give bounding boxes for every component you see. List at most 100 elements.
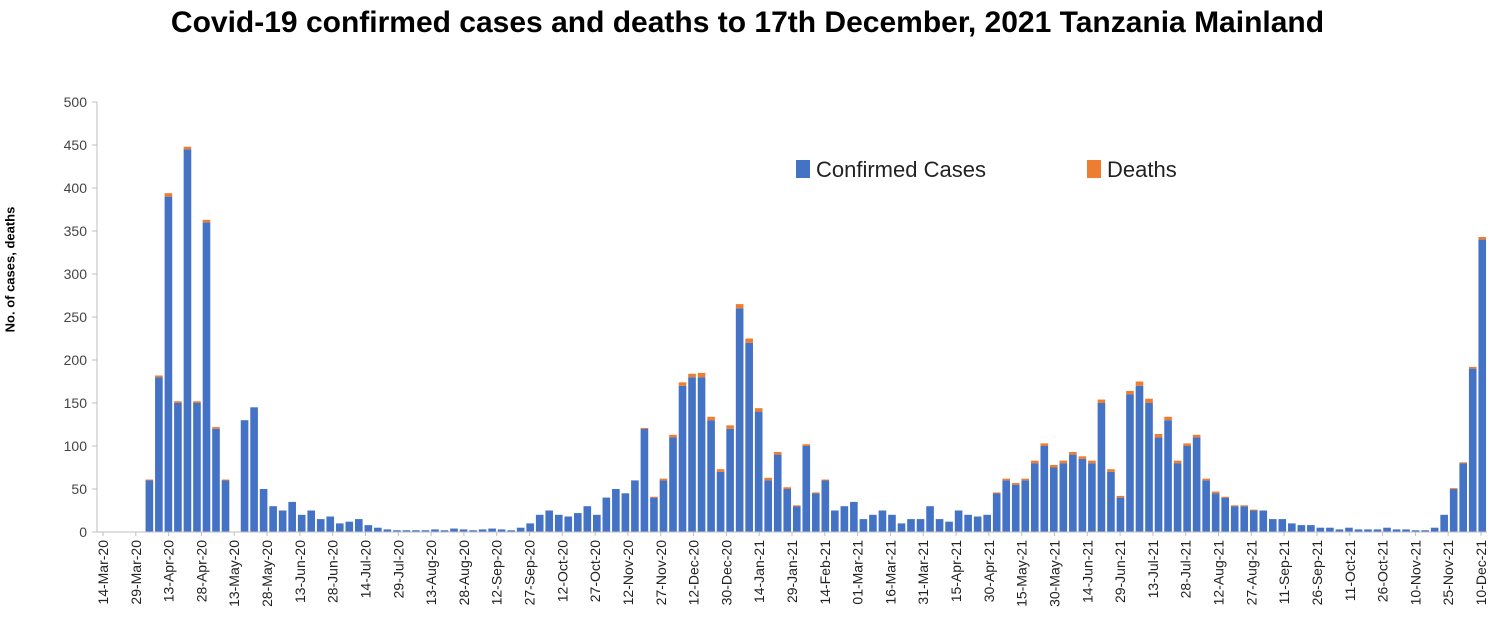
bar-confirmed-cases bbox=[573, 513, 582, 532]
bar-confirmed-cases bbox=[326, 516, 335, 532]
bar-confirmed-cases bbox=[1059, 463, 1068, 532]
x-tick-label: 27-Aug-21 bbox=[1243, 540, 1259, 606]
bar-deaths bbox=[650, 496, 658, 498]
bar-confirmed-cases bbox=[707, 420, 715, 532]
x-tick-label: 27-Nov-20 bbox=[653, 540, 669, 606]
y-axis-ticks: 0 50 100 150 200 250 300 350 400 450 500 bbox=[64, 94, 97, 540]
bar-confirmed-cases bbox=[831, 510, 839, 532]
y-tick-label: 150 bbox=[64, 395, 88, 411]
bar-confirmed-cases bbox=[678, 385, 687, 532]
bar-deaths bbox=[1183, 443, 1191, 446]
bar-confirmed-cases bbox=[764, 480, 773, 532]
bar-deaths bbox=[212, 427, 220, 429]
bar-confirmed-cases bbox=[1392, 529, 1401, 532]
bar-confirmed-cases bbox=[1316, 527, 1325, 532]
bar-confirmed-cases bbox=[259, 489, 268, 532]
bar-confirmed-cases bbox=[1192, 437, 1201, 532]
bar-confirmed-cases bbox=[1230, 506, 1239, 532]
bar-deaths bbox=[1030, 460, 1039, 464]
bar-confirmed-cases bbox=[935, 519, 944, 532]
x-tick-label: 28-Aug-20 bbox=[456, 540, 472, 606]
bar-confirmed-cases bbox=[926, 506, 934, 532]
axes bbox=[96, 102, 1487, 533]
bar-deaths bbox=[1221, 496, 1229, 498]
bar-confirmed-cases bbox=[307, 510, 316, 532]
bar-confirmed-cases bbox=[250, 407, 258, 532]
bar-confirmed-cases bbox=[297, 514, 306, 532]
bar-confirmed-cases bbox=[1221, 497, 1229, 532]
bar-confirmed-cases bbox=[183, 149, 192, 533]
bar-confirmed-cases bbox=[402, 530, 411, 532]
chart-title: Covid-19 confirmed cases and deaths to 1… bbox=[170, 6, 1325, 39]
bar-deaths bbox=[992, 492, 1001, 494]
bar-confirmed-cases bbox=[155, 377, 163, 532]
bar-confirmed-cases bbox=[240, 420, 249, 532]
bar-confirmed-cases bbox=[897, 523, 906, 532]
bar-confirmed-cases bbox=[383, 529, 392, 532]
bar-confirmed-cases bbox=[593, 514, 601, 532]
bar-deaths bbox=[1040, 443, 1049, 446]
x-tick-label: 15-Apr-21 bbox=[948, 540, 964, 602]
bar-confirmed-cases bbox=[878, 510, 887, 532]
bar-deaths bbox=[1145, 398, 1153, 403]
bar-confirmed-cases bbox=[1240, 506, 1249, 532]
bar-confirmed-cases bbox=[650, 497, 658, 532]
x-tick-label: 14-Feb-21 bbox=[817, 540, 833, 605]
bar-confirmed-cases bbox=[221, 480, 230, 532]
bar-confirmed-cases bbox=[526, 523, 534, 532]
y-tick-label: 100 bbox=[64, 438, 88, 454]
bar-confirmed-cases bbox=[992, 493, 1001, 532]
bar-confirmed-cases bbox=[1107, 471, 1115, 532]
bar-confirmed-cases bbox=[1135, 385, 1144, 532]
x-tick-label: 26-Sep-21 bbox=[1309, 540, 1325, 606]
bar-confirmed-cases bbox=[174, 403, 182, 532]
bar-deaths bbox=[802, 444, 811, 446]
bar-confirmed-cases bbox=[1468, 368, 1477, 532]
bar-confirmed-cases bbox=[469, 530, 477, 532]
bar-confirmed-cases bbox=[1354, 529, 1363, 532]
bar-confirmed-cases bbox=[564, 516, 573, 532]
x-tick-label: 31-Mar-21 bbox=[915, 540, 931, 605]
bar-confirmed-cases bbox=[488, 528, 496, 532]
bar-deaths bbox=[688, 373, 696, 378]
bar-confirmed-cases bbox=[497, 529, 506, 532]
bar-confirmed-cases bbox=[1154, 437, 1163, 532]
bar-confirmed-cases bbox=[916, 519, 925, 532]
bar-confirmed-cases bbox=[1011, 484, 1020, 532]
bar-deaths bbox=[764, 477, 773, 481]
legend-swatch-cases bbox=[796, 160, 810, 178]
bar-confirmed-cases bbox=[945, 521, 953, 532]
bar-deaths bbox=[1230, 505, 1239, 507]
bar-deaths bbox=[1135, 381, 1144, 386]
bar-confirmed-cases bbox=[1069, 454, 1077, 532]
bar-deaths bbox=[1478, 237, 1487, 240]
bar-deaths bbox=[669, 434, 677, 438]
bar-confirmed-cases bbox=[1449, 489, 1458, 532]
x-tick-label: 15-May-21 bbox=[1014, 540, 1030, 607]
x-tick-label: 16-Mar-21 bbox=[882, 540, 898, 605]
bar-confirmed-cases bbox=[288, 501, 296, 532]
bar-confirmed-cases bbox=[1050, 467, 1058, 532]
bar-confirmed-cases bbox=[1097, 403, 1106, 532]
bar-confirmed-cases bbox=[821, 480, 830, 532]
bar-confirmed-cases bbox=[1326, 527, 1334, 532]
bar-deaths bbox=[1164, 416, 1172, 421]
y-tick-label: 250 bbox=[64, 309, 88, 325]
y-tick-label: 500 bbox=[64, 94, 88, 110]
bar-confirmed-cases bbox=[1459, 463, 1468, 532]
bar-confirmed-cases bbox=[850, 501, 858, 532]
bar-confirmed-cases bbox=[688, 377, 696, 532]
bar-deaths bbox=[1021, 478, 1030, 481]
bar-confirmed-cases bbox=[745, 342, 753, 532]
bar-confirmed-cases bbox=[983, 514, 991, 532]
bar-deaths bbox=[678, 382, 687, 386]
bar-deaths bbox=[145, 479, 154, 481]
bar-confirmed-cases bbox=[840, 506, 849, 532]
bar-confirmed-cases bbox=[554, 514, 563, 532]
bar-confirmed-cases bbox=[1249, 510, 1258, 532]
bar-deaths bbox=[183, 146, 192, 150]
bar-confirmed-cases bbox=[669, 437, 677, 532]
bar-confirmed-cases bbox=[612, 489, 620, 532]
y-tick-label: 450 bbox=[64, 137, 88, 153]
bar-deaths bbox=[1078, 456, 1087, 459]
